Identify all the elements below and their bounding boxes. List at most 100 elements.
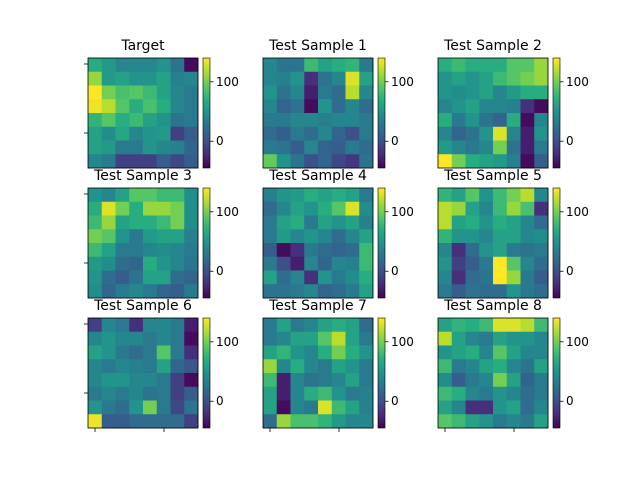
colorbar [377, 57, 386, 169]
heatmap-cell [115, 331, 130, 346]
heatmap-cell [345, 229, 360, 244]
heatmap-cell [156, 243, 171, 258]
heatmap-cell [290, 113, 305, 128]
heatmap-cell [88, 229, 103, 244]
heatmap-cell [345, 331, 360, 346]
heatmap-cell [359, 71, 374, 86]
heatmap-cell [276, 243, 291, 258]
heatmap-cell [465, 99, 480, 114]
colorbar-tick-label: 0 [391, 394, 399, 408]
heatmap-cell [101, 414, 116, 429]
heatmap-cell [276, 284, 291, 299]
heatmap-cell [101, 85, 116, 100]
heatmap-cell [438, 386, 453, 401]
panel-title: Test Sample 2 [443, 38, 542, 54]
heatmap-cell [438, 71, 453, 86]
heatmap-cell [493, 58, 508, 73]
axes-frame [262, 187, 374, 299]
heatmap-cell [290, 318, 305, 333]
heatmap-cell [506, 270, 521, 285]
heatmap-cell [318, 215, 333, 230]
heatmap-cell [318, 140, 333, 155]
heatmap-cell [331, 270, 346, 285]
heatmap-cell [318, 318, 333, 333]
heatmap-cell [345, 140, 360, 155]
axes-frame [437, 57, 549, 169]
heatmap-cell [263, 58, 278, 73]
heatmap-cell [493, 256, 508, 271]
heatmap-cell [129, 414, 144, 429]
heatmap-cell [88, 373, 103, 388]
heatmap-cell [318, 154, 333, 169]
heatmap-cell [115, 201, 130, 216]
colorbar-tick-label: 0 [566, 264, 574, 278]
heatmap-cell [115, 386, 130, 401]
heatmap-cell [479, 386, 494, 401]
heatmap-cell [263, 400, 278, 415]
colorbar-tick-label: 100 [391, 335, 414, 349]
heatmap-cell [345, 270, 360, 285]
heatmap-cell [520, 270, 535, 285]
heatmap-cell [304, 99, 319, 114]
heatmap-cell [184, 331, 199, 346]
heatmap-cell [184, 318, 199, 333]
heatmap-cell [438, 188, 453, 203]
heatmap-cell [263, 113, 278, 128]
heatmap-cell [465, 414, 480, 429]
heatmap-cell [465, 359, 480, 374]
heatmap-cell [304, 373, 319, 388]
heatmap-cell [331, 71, 346, 86]
heatmap-cell [534, 318, 549, 333]
heatmap-cell [465, 85, 480, 100]
heatmap-cell [143, 331, 158, 346]
heatmap-cell [438, 373, 453, 388]
heatmap-cell [184, 99, 199, 114]
heatmap-cell [170, 414, 185, 429]
heatmap-cell [170, 243, 185, 258]
heatmap-cell [479, 58, 494, 73]
heatmap-cell [143, 58, 158, 73]
heatmap-cell [345, 201, 360, 216]
heatmap-cell [304, 188, 319, 203]
heatmap-cell [143, 140, 158, 155]
heatmap-cell [506, 113, 521, 128]
heatmap-cell [451, 331, 466, 346]
heatmap-cell [276, 318, 291, 333]
heatmap-cell [520, 229, 535, 244]
heatmap-cell [359, 359, 374, 374]
heatmap-cell [451, 359, 466, 374]
heatmap-cell [493, 345, 508, 360]
heatmap-cell [451, 201, 466, 216]
heatmap-cell [88, 126, 103, 141]
heatmap-cell [129, 85, 144, 100]
heatmap-cell [359, 99, 374, 114]
colorbar-tick-label: 100 [566, 75, 589, 89]
panel-title: Test Sample 1 [268, 38, 367, 54]
heatmap-cell [479, 270, 494, 285]
heatmap-cell [184, 58, 199, 73]
heatmap-cell [170, 215, 185, 230]
panel-4: Test Sample 4 0 100 [262, 168, 414, 299]
heatmap-cell [345, 154, 360, 169]
heatmap-cell [290, 85, 305, 100]
heatmap-cell [451, 126, 466, 141]
colorbar-tick-label: 0 [391, 134, 399, 148]
heatmap-cell [506, 154, 521, 169]
heatmap-cell [506, 256, 521, 271]
heatmap-cell [331, 154, 346, 169]
colorbar-tick-label: 100 [216, 75, 239, 89]
heatmap-cell [101, 256, 116, 271]
heatmap-cell [156, 85, 171, 100]
panel-3: Test Sample 3 0 100 [84, 168, 239, 299]
heatmap-cell [276, 414, 291, 429]
heatmap-cell [359, 85, 374, 100]
heatmap-cell [129, 359, 144, 374]
heatmap-cell [101, 318, 116, 333]
heatmap-cell [345, 359, 360, 374]
heatmap-cell [101, 359, 116, 374]
heatmap-cell [438, 58, 453, 73]
heatmap-cell [506, 71, 521, 86]
heatmap-cell [170, 85, 185, 100]
heatmap-cell [101, 243, 116, 258]
